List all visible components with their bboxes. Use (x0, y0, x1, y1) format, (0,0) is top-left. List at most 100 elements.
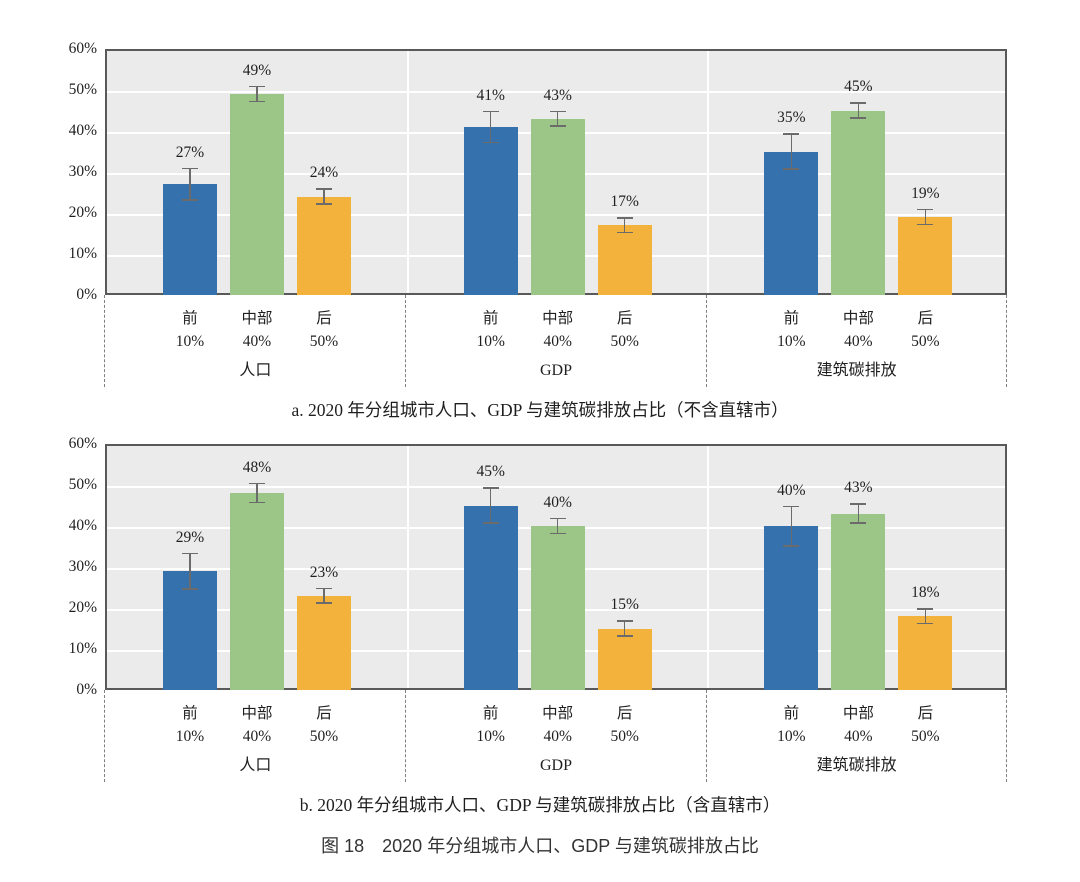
y-axis-tick: 40% (68, 517, 97, 534)
error-bar (549, 517, 566, 535)
category-label: 10% (476, 333, 505, 350)
y-axis-tick: 60% (68, 435, 97, 452)
group-separator-line (707, 446, 710, 688)
value-label: 40% (543, 493, 572, 511)
group-separator-line (406, 446, 409, 688)
y-axis-tick: 0% (76, 286, 97, 303)
value-label: 43% (543, 86, 572, 104)
error-bar-line (489, 487, 492, 524)
y-axis-tick: 60% (68, 40, 97, 57)
group-label: 建筑碳排放 (816, 757, 897, 774)
value-label: 29% (175, 528, 205, 546)
figure-caption: 图 18 2020 年分组城市人口、GDP 与建筑碳排放占比 (321, 836, 759, 856)
error-bar-cap (482, 141, 499, 144)
error-bar-cap (549, 110, 566, 112)
error-bar-cap (616, 635, 633, 637)
y-axis-tick: 10% (68, 245, 97, 262)
error-bar (616, 620, 633, 637)
category-label: 10% (175, 728, 205, 745)
group-label: GDP (539, 757, 572, 774)
value-label: 48% (242, 458, 272, 476)
category-label: 前 (182, 310, 198, 327)
value-label: 24% (309, 164, 339, 182)
error-bar (182, 167, 198, 201)
category-label: 50% (309, 333, 339, 350)
value-label: 40% (777, 481, 806, 499)
error-bar-cap (783, 545, 800, 547)
chart-b-caption: b. 2020 年分组城市人口、GDP 与建筑碳排放占比（含直辖市） (299, 795, 781, 815)
group-separator-dash (705, 690, 707, 782)
error-bar (850, 102, 867, 119)
error-bar-line (323, 587, 325, 604)
category-label: 50% (309, 728, 339, 745)
y-axis-tick: 40% (68, 122, 97, 139)
category-label: 后 (917, 705, 934, 722)
error-bar-cap (249, 100, 265, 103)
error-bar-cap (917, 608, 934, 610)
category-label: 50% (911, 333, 940, 350)
category-label: 40% (844, 333, 873, 350)
gridline (107, 91, 1005, 93)
error-bar-cap (182, 552, 198, 555)
error-bar (316, 587, 332, 604)
error-bar-line (256, 482, 258, 504)
error-bar-line (189, 167, 191, 201)
value-label: 23% (309, 563, 339, 581)
value-label: 41% (476, 86, 505, 104)
category-label: 前 (783, 705, 800, 722)
error-bar-cap (917, 622, 934, 625)
category-label: 前 (783, 310, 800, 327)
bar (831, 513, 886, 690)
group-separator-dash (104, 690, 106, 782)
category-label: 50% (911, 728, 940, 745)
bar (764, 526, 819, 690)
category-label: 前 (482, 310, 499, 327)
error-bar-line (857, 102, 860, 119)
bar (297, 595, 351, 690)
chart-b: 0% 10% 20% 30% 40% 50% 60% 29% 前 10% 48% 中部 40% 23% 后 5… (0, 0, 1080, 782)
error-bar-cap (850, 522, 867, 524)
category-label: 后 (316, 705, 332, 722)
category-label: 40% (543, 728, 572, 745)
error-bar-cap (549, 517, 566, 520)
error-bar-cap (850, 117, 867, 119)
error-bar-cap (783, 133, 800, 135)
value-label: 27% (175, 143, 205, 161)
group-separator-line (406, 51, 409, 293)
error-bar-line (556, 110, 559, 127)
category-label: 前 (182, 705, 198, 722)
error-bar-cap (482, 487, 499, 489)
group-separator-dash (1006, 690, 1008, 782)
error-bar-cap (316, 203, 332, 205)
error-bar (783, 133, 800, 170)
error-bar (316, 188, 332, 205)
category-label: 50% (610, 333, 639, 350)
error-bar (549, 110, 566, 127)
error-bar-line (924, 608, 927, 625)
error-bar-cap (316, 602, 332, 604)
group-separator-dash (705, 295, 707, 387)
error-bar-cap (850, 102, 867, 104)
group-separator-dash (104, 295, 106, 387)
error-bar-line (323, 188, 325, 205)
error-bar (182, 552, 198, 590)
category-label: 中部 (241, 705, 273, 722)
error-bar-cap (249, 482, 265, 485)
value-label: 35% (777, 109, 806, 127)
y-axis-tick: 50% (68, 81, 97, 98)
error-bar-line (256, 85, 258, 103)
bar (463, 126, 518, 295)
category-label: 前 (482, 705, 499, 722)
error-bar-line (623, 620, 626, 637)
error-bar-cap (249, 85, 265, 88)
group-separator-dash (404, 690, 406, 782)
error-bar (917, 608, 934, 625)
value-label: 19% (911, 184, 940, 202)
bar (530, 526, 585, 690)
error-bar-cap (182, 588, 198, 590)
error-bar (482, 110, 499, 144)
error-bar-cap (783, 168, 800, 170)
error-bar-cap (316, 587, 332, 589)
bar (163, 184, 217, 295)
